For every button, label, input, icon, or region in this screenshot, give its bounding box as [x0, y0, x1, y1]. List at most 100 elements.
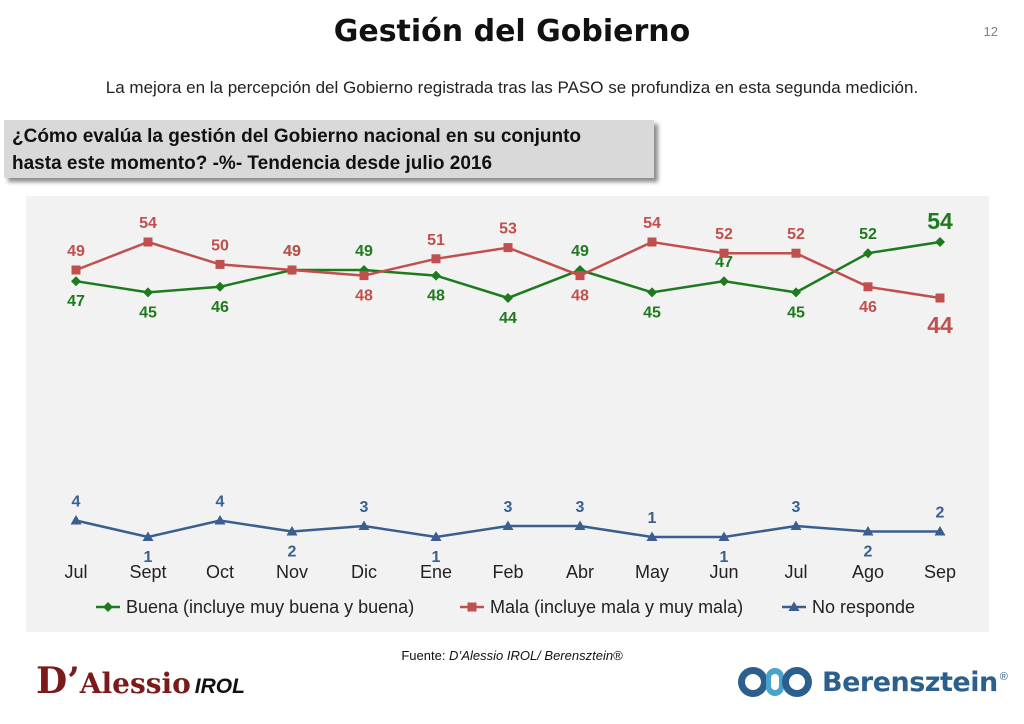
point-buena-1: [143, 287, 153, 298]
data-label-mala-10: 52: [787, 226, 805, 243]
data-label-buena-6: 44: [499, 310, 517, 327]
source-text: D’Alessio IROL/ Berensztein®: [449, 648, 623, 663]
berensztein-logo-reg: ®: [999, 671, 1008, 683]
x-tick-label-7: Abr: [566, 562, 594, 582]
x-tick-label-4: Dic: [351, 562, 377, 582]
point-buena-6: [503, 293, 513, 303]
legend-label-no-responde: No responde: [812, 597, 915, 617]
point-no-responde-7: [574, 520, 586, 530]
x-tick-label-12: Sep: [924, 562, 956, 582]
legend-marker-mala: [467, 602, 477, 612]
point-buena-12: [935, 237, 945, 247]
point-mala-12: [935, 293, 945, 303]
point-buena-2: [215, 281, 225, 292]
data-label-mala-11: 46: [859, 299, 877, 316]
x-tick-label-2: Oct: [206, 562, 234, 582]
berensztein-logo: Berensztein ®: [736, 663, 1008, 701]
point-no-responde-8: [646, 531, 658, 541]
data-label-buena-0: 47: [67, 293, 85, 310]
point-no-responde-1: [142, 531, 154, 541]
data-label-no-responde-9: 1: [720, 549, 729, 566]
data-label-buena-12: 54: [927, 208, 953, 234]
data-label-no-responde-12: 2: [936, 505, 945, 522]
point-no-responde-10: [790, 520, 802, 530]
data-label-buena-2: 46: [211, 299, 229, 316]
data-label-no-responde-4: 3: [360, 499, 369, 516]
data-label-no-responde-10: 3: [792, 499, 801, 516]
point-buena-10: [791, 287, 801, 298]
data-label-buena-10: 45: [787, 304, 805, 321]
point-no-responde-12: [934, 526, 946, 536]
data-label-mala-6: 53: [499, 221, 517, 238]
x-tick-label-8: May: [635, 562, 669, 582]
data-label-no-responde-7: 3: [576, 499, 585, 516]
data-label-mala-3: 49: [283, 243, 301, 260]
source-note: Fuente: D’Alessio IROL/ Berensztein®: [0, 648, 1024, 663]
point-no-responde-0: [70, 515, 82, 525]
data-label-buena-11: 52: [859, 226, 877, 243]
point-mala-9: [719, 248, 729, 258]
x-tick-label-6: Feb: [492, 562, 523, 582]
data-label-buena-5: 48: [427, 288, 445, 305]
data-label-no-responde-3: 2: [288, 544, 297, 561]
data-label-no-responde-11: 2: [864, 544, 873, 561]
point-buena-5: [431, 270, 441, 281]
data-label-no-responde-0: 4: [72, 494, 81, 511]
data-label-no-responde-5: 1: [432, 549, 441, 566]
data-label-mala-4: 48: [355, 288, 373, 305]
point-buena-8: [647, 287, 657, 298]
berensztein-logo-name: Berensztein: [822, 666, 998, 698]
berensztein-mark-icon: [736, 665, 814, 699]
legend-label-mala: Mala (incluye mala y muy mala): [490, 597, 743, 617]
data-label-no-responde-1: 1: [144, 549, 153, 566]
question-line-2: hasta este momento? -%- Tendencia desde …: [12, 153, 493, 174]
data-label-no-responde-6: 3: [504, 499, 513, 516]
point-mala-10: [791, 248, 801, 258]
legend-marker-no-responde: [788, 601, 800, 611]
point-buena-11: [863, 248, 873, 259]
x-tick-label-1: Sept: [129, 562, 166, 582]
point-mala-4: [359, 271, 369, 281]
x-tick-label-9: Jun: [709, 562, 738, 582]
data-label-mala-12: 44: [927, 312, 953, 338]
dalessio-logo-irol: IROL: [194, 675, 245, 698]
data-label-buena-4: 49: [355, 243, 373, 260]
dalessio-logo: D’Alessio IROL: [36, 660, 245, 702]
point-mala-1: [143, 237, 153, 247]
data-label-buena-1: 45: [139, 304, 157, 321]
point-no-responde-3: [286, 526, 298, 536]
data-label-mala-0: 49: [67, 243, 85, 260]
point-no-responde-9: [718, 531, 730, 541]
point-buena-0: [71, 276, 81, 287]
legend-marker-buena: [103, 602, 113, 612]
data-label-no-responde-2: 4: [216, 494, 225, 511]
point-no-responde-11: [862, 526, 874, 536]
data-label-buena-9: 47: [715, 254, 733, 271]
data-label-mala-1: 54: [139, 215, 157, 232]
point-no-responde-4: [358, 520, 370, 530]
question-box: ¿Cómo evalúa la gestión del Gobierno nac…: [4, 120, 654, 178]
legend-label-buena: Buena (incluye muy buena y buena): [126, 597, 414, 617]
point-buena-9: [719, 276, 729, 287]
page-subtitle: La mejora en la percepción del Gobierno …: [105, 78, 919, 97]
data-label-mala-8: 54: [643, 215, 661, 232]
page-title: Gestión del Gobierno: [333, 14, 691, 49]
x-tick-label-5: Ene: [420, 562, 452, 582]
point-mala-3: [287, 265, 297, 275]
dalessio-logo-name: Alessio: [79, 667, 191, 700]
point-mala-8: [647, 237, 657, 247]
point-mala-6: [503, 243, 513, 253]
data-label-buena-8: 45: [643, 304, 661, 321]
slide-number: 12: [983, 24, 998, 39]
data-label-no-responde-8: 1: [648, 510, 657, 527]
data-label-mala-9: 52: [715, 226, 733, 243]
dalessio-logo-d: D’: [36, 660, 80, 702]
data-label-buena-7: 49: [571, 243, 589, 260]
point-mala-11: [863, 282, 873, 292]
question-line-1: ¿Cómo evalúa la gestión del Gobierno nac…: [12, 126, 582, 147]
point-mala-7: [575, 271, 585, 281]
data-label-mala-2: 50: [211, 237, 229, 254]
x-tick-label-0: Jul: [64, 562, 87, 582]
point-mala-2: [215, 259, 225, 269]
